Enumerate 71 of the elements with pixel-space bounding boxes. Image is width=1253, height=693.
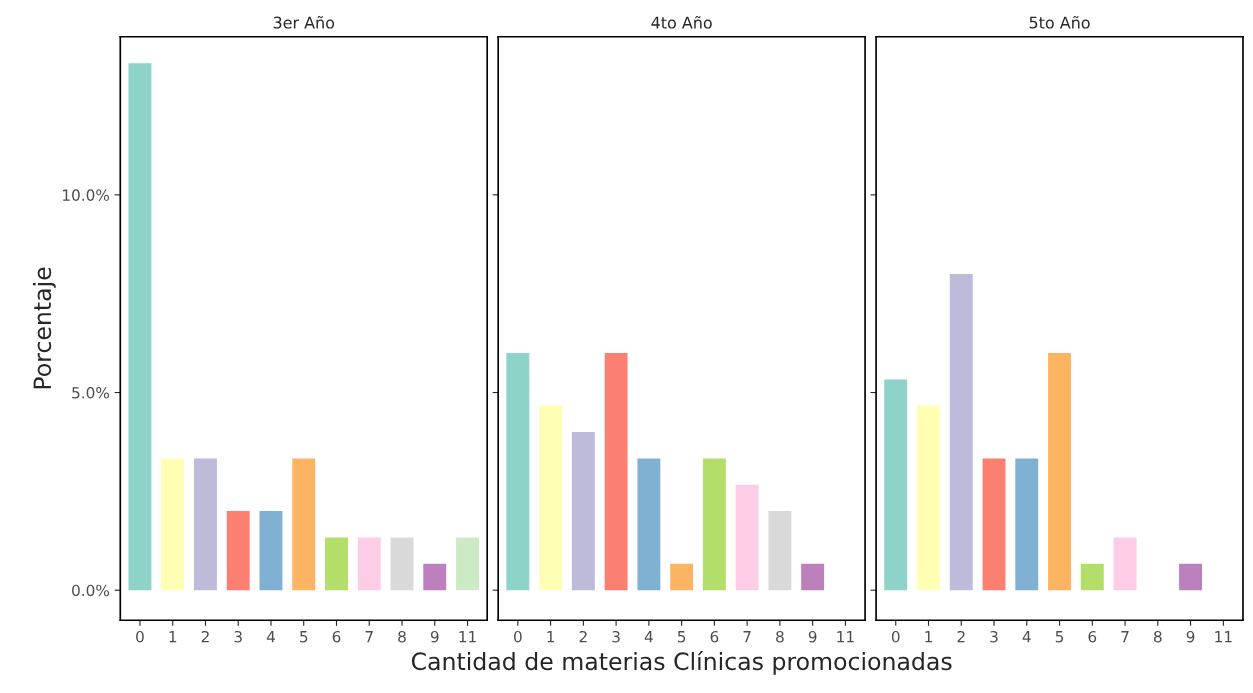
x-tick-label: 4 bbox=[644, 631, 653, 643]
x-tick-label: 9 bbox=[808, 630, 817, 643]
x-tick-label: 0 bbox=[513, 630, 522, 643]
bar bbox=[193, 458, 217, 591]
x-tick-label: 3 bbox=[234, 630, 242, 643]
chart-title: 5to Año bbox=[1029, 15, 1090, 29]
x-tick-label: 3 bbox=[990, 630, 998, 643]
x-tick-label: 7 bbox=[1121, 631, 1129, 643]
bar bbox=[325, 537, 348, 591]
x-tick-label: 1 bbox=[925, 631, 932, 643]
y-axis-title: Porcentaje bbox=[32, 267, 56, 389]
x-tick-label: 11 bbox=[837, 631, 854, 643]
bar bbox=[128, 63, 152, 591]
bar bbox=[1080, 563, 1104, 591]
chart-title: 3er Año bbox=[273, 15, 335, 29]
bar bbox=[949, 273, 973, 591]
bar bbox=[259, 511, 283, 591]
bar bbox=[768, 511, 792, 591]
x-tick-label: 5 bbox=[1055, 631, 1064, 643]
x-tick-label: 11 bbox=[1215, 631, 1232, 643]
bar bbox=[670, 563, 694, 591]
x-tick-label: 9 bbox=[430, 630, 439, 643]
bar bbox=[456, 537, 479, 591]
x-tick-label: 0 bbox=[136, 630, 144, 643]
bar bbox=[539, 405, 563, 591]
bar bbox=[735, 484, 759, 591]
x-tick-label: 2 bbox=[201, 630, 209, 643]
x-tick-label: 8 bbox=[1153, 630, 1162, 643]
bar bbox=[423, 563, 447, 591]
x-tick-label: 8 bbox=[776, 630, 784, 643]
x-tick-label: 9 bbox=[1186, 630, 1195, 643]
bar bbox=[357, 537, 381, 591]
x-tick-label: 1 bbox=[547, 631, 555, 643]
x-tick-label: 3 bbox=[612, 630, 620, 643]
bar bbox=[161, 458, 185, 591]
x-axis-title: Cantidad de materias Clínicas promocionadas bbox=[411, 650, 952, 675]
y-tick-label: 10.0% bbox=[63, 189, 110, 201]
x-tick-label: 0 bbox=[891, 630, 900, 643]
bar bbox=[1113, 537, 1137, 591]
y-tick-label: 0.0% bbox=[72, 584, 110, 597]
bar bbox=[982, 458, 1006, 591]
x-tick-label: 4 bbox=[266, 631, 275, 643]
bar bbox=[390, 537, 414, 591]
bar bbox=[604, 352, 628, 591]
bar bbox=[292, 458, 316, 591]
x-tick-label: 11 bbox=[459, 631, 476, 643]
bar bbox=[1015, 458, 1039, 591]
bar bbox=[1179, 563, 1203, 591]
x-tick-label: 8 bbox=[398, 630, 406, 643]
x-tick-label: 4 bbox=[1022, 631, 1031, 643]
bar bbox=[226, 511, 250, 591]
x-tick-label: 1 bbox=[169, 631, 177, 643]
bar bbox=[702, 458, 726, 591]
x-tick-label: 7 bbox=[743, 631, 751, 643]
bar bbox=[637, 458, 661, 591]
x-tick-label: 2 bbox=[579, 630, 587, 643]
x-tick-label: 7 bbox=[365, 631, 373, 643]
bar bbox=[571, 432, 595, 591]
chart-title: 4to Año bbox=[651, 15, 712, 29]
x-tick-label: 6 bbox=[710, 630, 719, 643]
bar bbox=[884, 379, 908, 591]
bar bbox=[506, 352, 530, 591]
bar bbox=[801, 563, 825, 591]
x-tick-label: 5 bbox=[677, 631, 686, 643]
bar bbox=[1048, 352, 1071, 591]
x-tick-label: 6 bbox=[332, 630, 341, 643]
bar bbox=[917, 405, 940, 591]
x-tick-label: 6 bbox=[1088, 630, 1097, 643]
y-tick-label: 5.0% bbox=[72, 386, 110, 399]
x-tick-label: 5 bbox=[300, 631, 308, 643]
x-tick-label: 2 bbox=[957, 630, 965, 643]
